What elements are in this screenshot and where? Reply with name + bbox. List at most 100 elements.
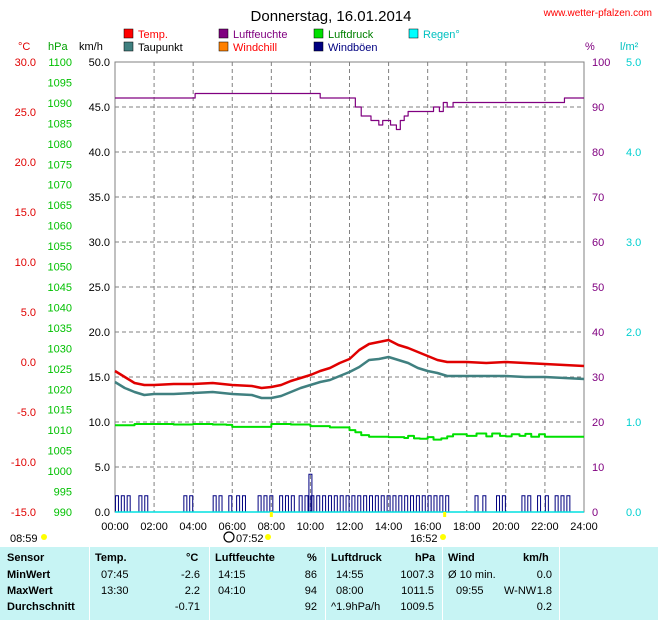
table-divider [325,547,326,620]
x-tick-label: 02:00 [140,521,168,533]
x-tick-label: 12:00 [336,521,364,533]
tick-humidity: 60 [592,237,604,249]
tick-wind: 45.0 [89,102,110,114]
legend-swatch [408,28,419,39]
hdr-sensor: Sensor [7,552,45,564]
min-wind-val: 0.0 [536,569,552,581]
tick-humidity: 0 [592,507,598,519]
x-tick-label: 24:00 [570,521,598,533]
tick-temp: -15.0 [11,507,36,519]
tick-pressure: 1095 [48,77,72,89]
legend-swatch [218,28,229,39]
legend-label: Temp. [138,29,168,41]
max-hum-time: 04:10 [218,585,246,597]
hdr-temp: Temp. [95,552,127,564]
min-temp-time: 07:45 [101,569,129,581]
tick-rain: 3.0 [626,237,641,249]
tick-rain: 1.0 [626,417,641,429]
axis-units: °C hPa km/h% l/m² [18,41,639,53]
hdr-wind: Wind [448,552,475,564]
x-tick-label: 10:00 [297,521,325,533]
tick-pressure: 1050 [48,262,72,274]
tick-pressure: 1030 [48,343,72,355]
max-press-val: 1011.5 [401,585,434,597]
tick-temp: 25.0 [15,107,36,119]
max-press-time: 08:00 [336,585,364,597]
series-luftfeuchte [115,92,584,131]
hdr-press: Luftdruck [331,552,382,564]
x-tick-label: 22:00 [531,521,559,533]
avg-wind-val: 0.2 [536,601,552,613]
avg-press-trend: ^1.9hPa/h [331,601,381,613]
max-temp-time: 13:30 [101,585,129,597]
legend-label: Luftfeuchte [233,29,287,41]
hdr-press-unit: hPa [415,552,436,564]
unit-humidity: % [585,41,595,53]
min-hum-time: 14:15 [218,569,246,581]
avg-hum-val: 92 [304,601,317,613]
unit-wind: km/h [79,41,103,53]
legend-swatch [313,28,324,39]
sun-icon [265,534,271,540]
avg-temp-val: -0.71 [174,601,200,613]
series-luftdruck [115,423,584,441]
tick-wind: 30.0 [89,237,110,249]
sun-row: 08:59 07:52 16:52 [10,512,447,545]
min-press-time: 14:55 [336,569,364,581]
tick-pressure: 1060 [48,221,72,233]
legend-label: Taupunkt [138,42,183,54]
legend-label: Regen° [423,29,460,41]
series-taupunkt [114,355,585,400]
unit-rain: l/m² [620,41,639,53]
tick-wind: 0.0 [95,507,110,519]
tick-humidity: 40 [592,327,604,339]
tick-pressure: 1010 [48,425,72,437]
moon-icon [223,531,235,543]
legend-label: Windböen [328,42,378,54]
sun-icon [440,534,446,540]
tick-temp: 5.0 [21,307,36,319]
tick-wind: 50.0 [89,57,110,69]
legend-swatch [123,28,134,39]
chart-title: Donnerstag, 16.01.2014 [251,8,412,25]
series-temp [114,338,585,390]
x-ticks: 00:00 02:00 04:00 06:00 08:00 10:00 12:00 14:00… [101,521,598,533]
x-tick-label: 08:00 [258,521,286,533]
min-temp-val: -2.6 [181,569,200,581]
tick-pressure: 1040 [48,302,72,314]
tick-pressure: 1020 [48,384,72,396]
axis-ticks: 30.0 25.0 20.0 15.0 10.0 5.0 0.0 -5.0 -10.0 -15.0… [11,57,641,519]
tick-pressure: 1035 [48,323,72,335]
max-wind-dir: W-NW [504,585,537,597]
tick-humidity: 10 [592,462,604,474]
max-wind-time: 09:55 [456,585,484,597]
legend-swatch [123,41,134,52]
tick-wind: 25.0 [89,282,110,294]
legend-swatch [218,41,229,52]
min-press-val: 1007.3 [400,569,434,581]
x-tick-label: 20:00 [492,521,520,533]
tick-temp: 15.0 [15,207,36,219]
tick-humidity: 20 [592,417,604,429]
hdr-hum: Luftfeuchte [215,552,275,564]
tick-pressure: 1000 [48,466,72,478]
tick-temp: 0.0 [21,357,36,369]
max-temp-val: 2.2 [184,585,200,597]
row-max-label: MaxWert [7,585,53,597]
tick-humidity: 50 [592,282,604,294]
x-tick-label: 04:00 [179,521,207,533]
tick-humidity: 90 [592,102,604,114]
table-divider [209,547,210,620]
table-divider [89,547,90,620]
sun-label-1: 07:52 [236,533,264,545]
tick-temp: 20.0 [15,157,36,169]
tick-wind: 40.0 [89,147,110,159]
tick-wind: 35.0 [89,192,110,204]
tick-temp: -10.0 [11,457,36,469]
source-link[interactable]: www.wetter-pfalzen.com [543,8,652,19]
tick-wind: 5.0 [95,462,110,474]
x-tick-label: 14:00 [375,521,403,533]
tick-pressure: 1070 [48,180,72,192]
tick-pressure: 1005 [48,446,72,458]
tick-wind: 10.0 [89,417,110,429]
